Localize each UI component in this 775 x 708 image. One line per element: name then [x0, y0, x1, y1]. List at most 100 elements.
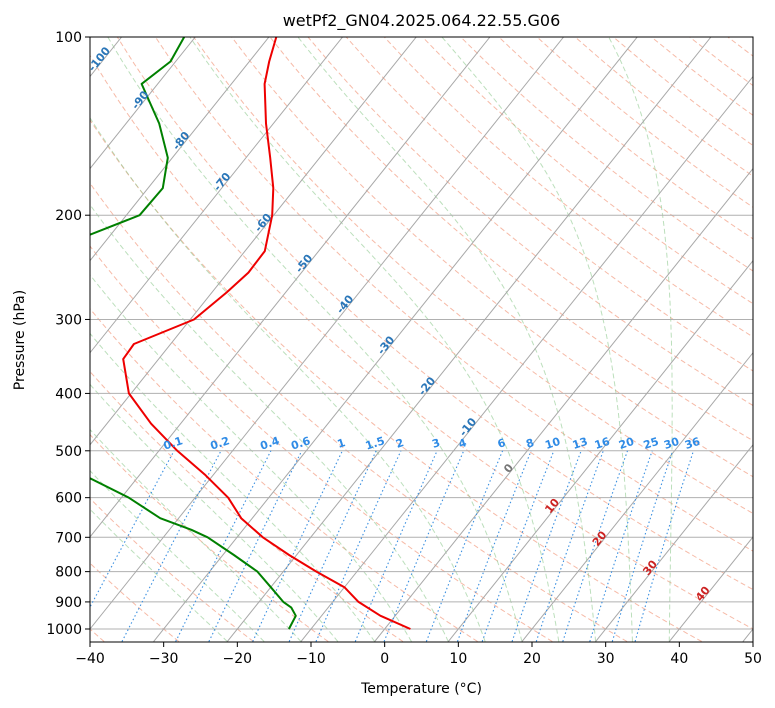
moist-adiabat: [441, 37, 633, 642]
mixing-ratio-line: [175, 450, 272, 642]
isotherm-line: [90, 37, 417, 446]
isotherm-line: [90, 37, 491, 538]
dry-adiabat: [90, 433, 329, 642]
mixing-ratio-label: 1.5: [364, 434, 387, 452]
plot-frame: [89, 36, 754, 643]
isotherm-line: [595, 444, 753, 642]
mixing-ratio-label: 0.4: [259, 434, 282, 452]
y-tick-label: 400: [55, 386, 82, 402]
x-tick-label: −30: [149, 651, 179, 667]
mixing-ratio-line: [634, 450, 695, 642]
dry-adiabat: [422, 37, 753, 305]
x-axis: −40 −30 −20 −10 0 10 20 30 40 50: [75, 642, 762, 667]
mixing-ratio-line: [90, 450, 175, 609]
moist-adiabat: [90, 470, 265, 642]
x-tick-label: 50: [744, 651, 762, 667]
isotherm-line: [90, 37, 564, 630]
isotherm-line: [374, 167, 753, 642]
temperature-profile-line: [122, 37, 411, 630]
mixing-ratio-label: 25: [642, 435, 661, 452]
mixing-ratio-label: 16: [593, 435, 612, 452]
mixing-ratio-label: 6: [496, 436, 508, 451]
isotherm-line: [90, 37, 343, 354]
moist-adiabat: [90, 203, 449, 642]
dewpoint-profile-line: [90, 37, 297, 630]
isotherm-line: [226, 37, 712, 642]
moist-adiabat: [297, 37, 597, 642]
y-axis-label: Pressure (hPa): [12, 290, 28, 390]
mixing-ratio-label: 0.2: [209, 434, 232, 452]
mixing-ratio-label: 4: [457, 436, 469, 451]
dry-adiabat: [193, 37, 753, 515]
dry-adiabat: [90, 497, 254, 642]
y-axis: 1000 900 800 700 600 500 400 300 200 100: [46, 30, 90, 638]
y-tick-label: 100: [55, 30, 82, 46]
x-tick-label: 0: [380, 651, 389, 667]
isotherm-line: [153, 37, 638, 642]
dry-adiabat: [345, 37, 753, 372]
isotherm-line: [90, 37, 196, 170]
moist-adiabat: [90, 508, 228, 642]
y-tick-label: 500: [55, 444, 82, 460]
mixing-ratio-label: 30: [662, 435, 681, 452]
x-tick-label: 10: [449, 651, 467, 667]
moist-adiabat: [90, 332, 376, 642]
y-tick-label: 300: [55, 312, 82, 328]
moist-adiabat: [90, 274, 412, 642]
x-tick-label: 20: [523, 651, 541, 667]
mixing-ratio-label: 36: [683, 435, 702, 452]
background-lines: [90, 37, 753, 642]
dry-adiabat: [90, 562, 180, 642]
mixing-ratio-label: 8: [524, 436, 535, 451]
moist-adiabat: [107, 37, 523, 642]
y-tick-label: 200: [55, 208, 82, 224]
mixing-ratio-label: 1: [336, 436, 347, 451]
x-tick-label: −20: [223, 651, 253, 667]
isotherm-line: [521, 351, 753, 642]
dry-adiabat: [269, 37, 753, 442]
mixing-ratio-line: [456, 450, 532, 642]
mixing-ratio-label: 0.6: [289, 434, 312, 452]
dry-adiabat: [383, 37, 753, 338]
x-axis-label: Temperature (°C): [360, 681, 482, 697]
dry-adiabat: [231, 37, 753, 478]
dry-adiabat: [90, 119, 702, 642]
mixing-ratio-line: [425, 450, 504, 642]
y-tick-label: 700: [55, 530, 82, 546]
isotherm-line: [300, 75, 753, 642]
isotherm-line: [447, 259, 753, 642]
mixing-ratio-label: 20: [617, 435, 636, 452]
mixing-ratio-label: 10: [543, 435, 562, 452]
moist-adiabat: [608, 37, 673, 642]
y-tick-label: 1000: [46, 622, 82, 638]
mixing-ratio-line: [562, 450, 629, 642]
x-tick-label: −40: [75, 651, 105, 667]
y-tick-label: 900: [55, 595, 82, 611]
y-tick-label: 600: [55, 491, 82, 507]
mixing-ratio-label: 0.1: [162, 434, 185, 452]
mixing-ratio-label: 2: [394, 436, 405, 451]
y-tick-label: 800: [55, 565, 82, 581]
mixing-ratio-line: [481, 450, 555, 642]
mixing-ratio-label: 3: [430, 436, 441, 451]
dry-adiabat: [90, 182, 628, 642]
mixing-ratio-line: [535, 450, 604, 642]
series-lines: [90, 37, 411, 630]
x-tick-label: −10: [296, 651, 326, 667]
mixing-ratio-line: [589, 450, 653, 642]
mixing-ratio-line: [315, 450, 402, 642]
isotherm-line: [90, 37, 270, 262]
mixing-ratio-line: [611, 450, 674, 642]
moist-adiabat: [189, 37, 560, 642]
x-tick-label: 30: [597, 651, 615, 667]
mixing-ratio-label: 13: [571, 435, 590, 452]
mixing-ratio-line: [354, 450, 438, 642]
mixing-ratio-line: [383, 450, 465, 642]
chart-title: wetPf2_GN04.2025.064.22.55.G06: [283, 11, 561, 31]
isotherm-line: [668, 536, 753, 642]
dry-adiabat: [90, 307, 478, 642]
x-tick-label: 40: [670, 651, 688, 667]
mixing-ratio-line: [511, 450, 582, 642]
dry-adiabat: [90, 54, 753, 630]
